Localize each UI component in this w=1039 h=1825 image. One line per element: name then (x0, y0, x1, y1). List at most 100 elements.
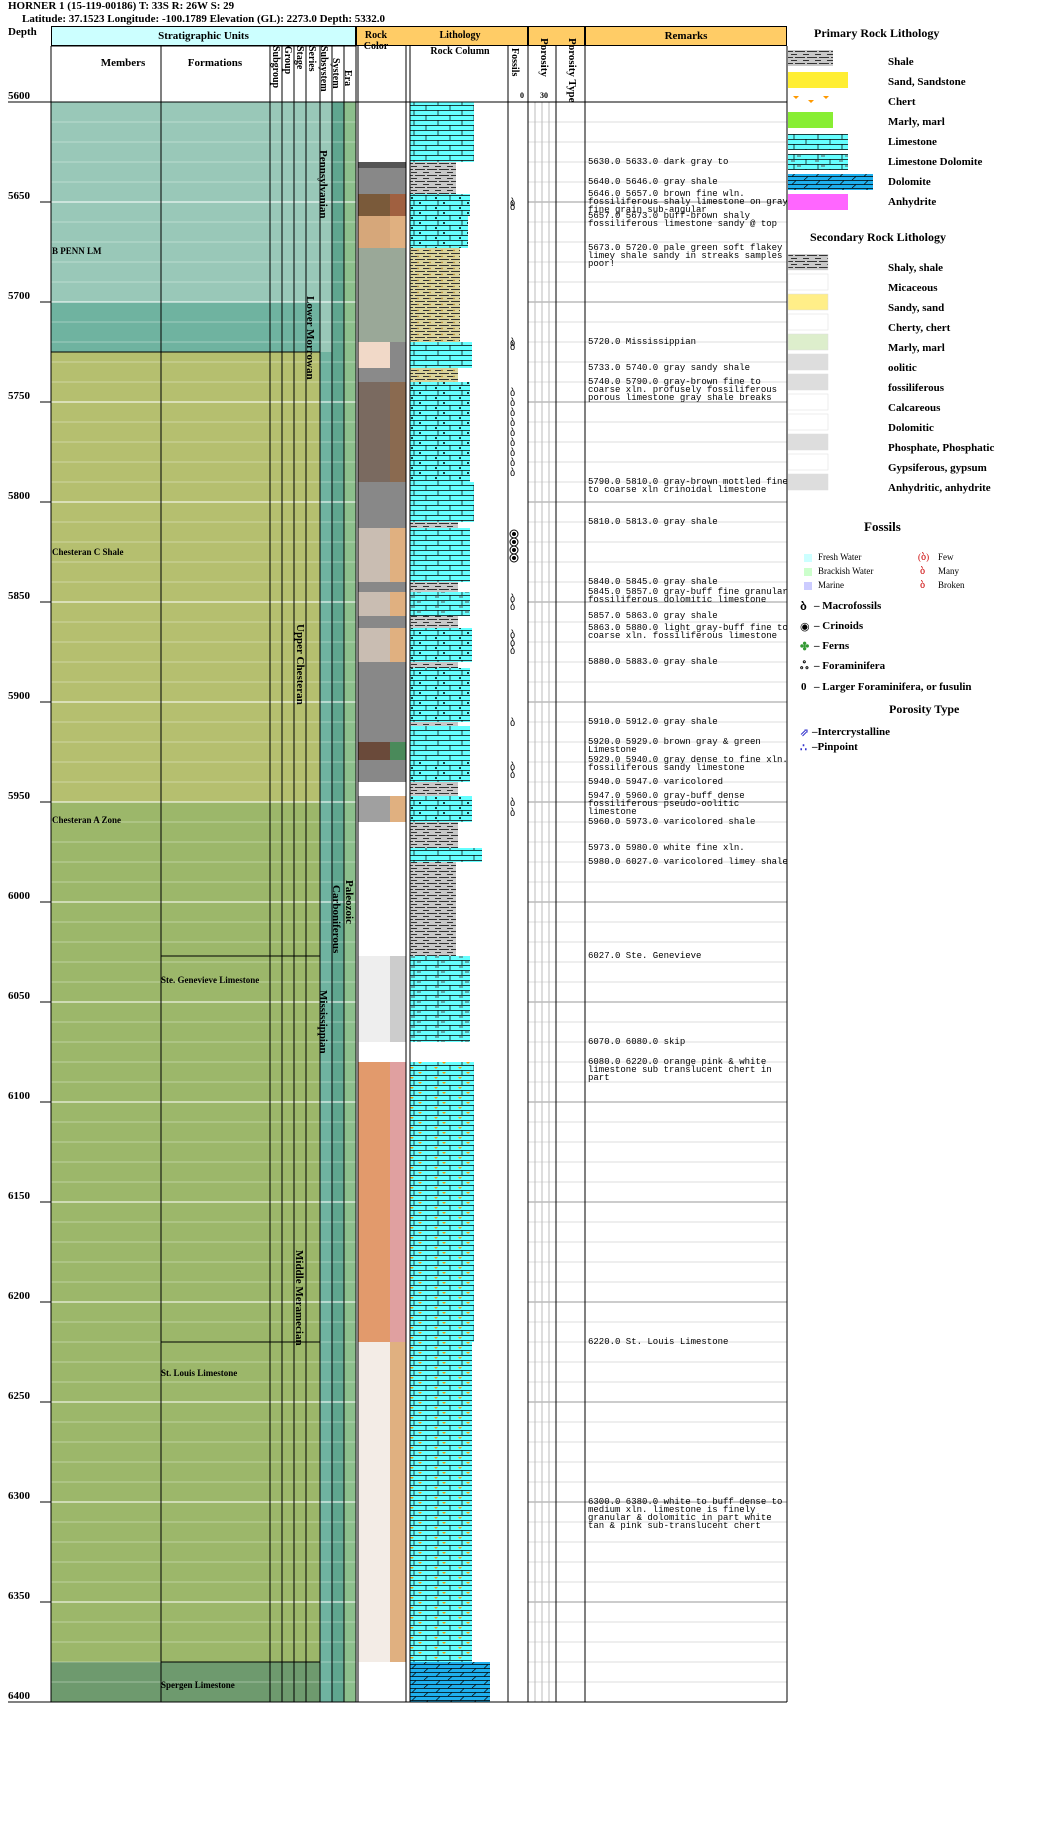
lithology-edge (464, 528, 470, 582)
secondary-swatch (788, 273, 829, 291)
rock-color-interval (358, 582, 406, 592)
lithology-edge (452, 368, 458, 382)
rock-color-interval (358, 722, 406, 742)
formations-title: Formations (187, 57, 243, 69)
legend-secondary-item: Calcareous (888, 402, 941, 414)
remark-entry: 5960.0 5973.0 varicolored shale (588, 817, 756, 827)
rock-color-interval (358, 616, 406, 628)
lithology-interval (410, 662, 458, 668)
strat-units-title: Stratigraphic Units (158, 30, 249, 42)
legend-primary-item: Dolomite (888, 176, 931, 188)
remark-entry: 5720.0 Mississippian (588, 337, 697, 347)
legend-secondary-item: Sandy, sand (888, 302, 945, 314)
rock-color-secondary (390, 592, 406, 616)
lithology-edge (464, 956, 470, 1042)
subsystem-band (320, 102, 332, 352)
lithology-edge (466, 342, 472, 368)
lithology-edge (452, 582, 458, 592)
well-location: Latitude: 37.1523 Longitude: -100.1789 E… (22, 13, 385, 25)
pinpoint-icon: ∴ (800, 742, 807, 754)
rock-color-interval (358, 168, 406, 194)
secondary-swatch (788, 353, 829, 371)
rock-color-interval (358, 822, 406, 862)
legend-intercrystalline: –Intercrystalline (812, 726, 891, 738)
lithology-edge (464, 194, 470, 216)
remark-entry: 5673.0 5720.0 pale green soft flakey lim… (588, 243, 788, 269)
crinoid-mark-dot (512, 540, 516, 544)
rock-color-interval (358, 782, 406, 796)
secondary-swatch (788, 333, 829, 351)
legend-foraminifera: – Foraminifera (814, 660, 886, 672)
remark-entry: 5733.0 5740.0 gray sandy shale (588, 363, 751, 373)
rock-column-title: Rock Column (430, 46, 490, 57)
depth-label: 5600 (8, 90, 30, 102)
rock-color-secondary (390, 216, 406, 248)
lithology-interval (410, 862, 456, 956)
lithology-edge (450, 862, 456, 956)
macrofossil-mark: ბ (510, 593, 515, 605)
lithology-interval (410, 522, 458, 528)
legend-crinoids: – Crinoids (814, 620, 864, 632)
legend-secondary-item: Dolomitic (888, 422, 934, 434)
depth-label: 6000 (8, 890, 30, 902)
legend-primary-item: Limestone Dolomite (888, 156, 983, 168)
lithology-interval (410, 102, 474, 162)
remark-entry: 5910.0 5912.0 gray shale (588, 717, 718, 727)
depth-label: 5800 (8, 490, 30, 502)
lithology-interval (410, 194, 470, 216)
lithology-edge (464, 726, 470, 760)
secondary-swatch (788, 313, 829, 331)
macrofossil-mark: ბ (510, 797, 515, 809)
porosity-scale-min: 0 (520, 91, 524, 100)
member-b-penn-lm: B PENN LM (52, 246, 102, 256)
porosity-type-title: Porosity Type (566, 38, 578, 103)
rock-color-secondary (390, 1342, 406, 1662)
legend-primary-item: Chert (888, 96, 916, 108)
depth-label: 5650 (8, 190, 30, 202)
macrofossil-mark: ბ (510, 629, 515, 641)
crinoid-mark-dot (512, 556, 516, 560)
remark-entry: 5857.0 5863.0 gray shale (588, 611, 718, 621)
macrofossil-mark: ბ (510, 337, 515, 349)
intercrystalline-icon: ⇗ (800, 727, 810, 739)
lithology-edge (468, 102, 474, 162)
remark-entry: 5973.0 5980.0 white fine xln. (588, 843, 745, 853)
depth-label: 6300 (8, 1490, 30, 1502)
legend-primary-item: Shale (888, 56, 914, 68)
macrofossil-mark: ბ (510, 201, 515, 213)
rock-color-interval (358, 760, 406, 782)
rock-color-secondary (390, 194, 406, 216)
series-upper-chesteran: Upper Chesteran (294, 624, 306, 705)
crinoid-mark-dot (512, 532, 516, 536)
lithology-interval (410, 248, 460, 342)
macrofossil-mark: ბ (510, 807, 515, 819)
legend-secondary-item: Cherty, chert (888, 322, 951, 334)
lithology-interval (410, 782, 458, 796)
legend-secondary-item: Shaly, shale (888, 262, 944, 274)
depth-label: 5950 (8, 790, 30, 802)
porosity-scale-max: 30 (540, 91, 548, 100)
rock-color-secondary (390, 628, 406, 662)
legend-broken: Broken (938, 580, 965, 590)
legend-pinpoint: –Pinpoint (812, 741, 858, 753)
rock-color-secondary (390, 668, 406, 722)
secondary-swatch (788, 433, 829, 451)
remark-entry: 5940.0 5947.0 varicolored (588, 777, 724, 787)
rock-color-interval (358, 162, 406, 168)
lithology-interval (410, 668, 470, 722)
secondary-swatch (788, 393, 829, 411)
group-title: Group (282, 46, 293, 75)
era-title: Era (342, 70, 353, 87)
lithology-interval (410, 528, 470, 582)
legend-ferns: – Ferns (814, 640, 850, 652)
lithology-interval (410, 1062, 474, 1342)
lithology-interval (410, 722, 458, 726)
macrofossil-icon: ბ (800, 601, 807, 613)
remark-entry: 5863.0 5880.0 light gray-buff fine to co… (588, 623, 794, 641)
lithology-interval (410, 796, 472, 822)
shale-swatch (788, 50, 833, 66)
lithology-edge (466, 1342, 472, 1662)
legend-secondary-item: Micaceous (888, 282, 938, 294)
lithology-edge (476, 848, 482, 862)
